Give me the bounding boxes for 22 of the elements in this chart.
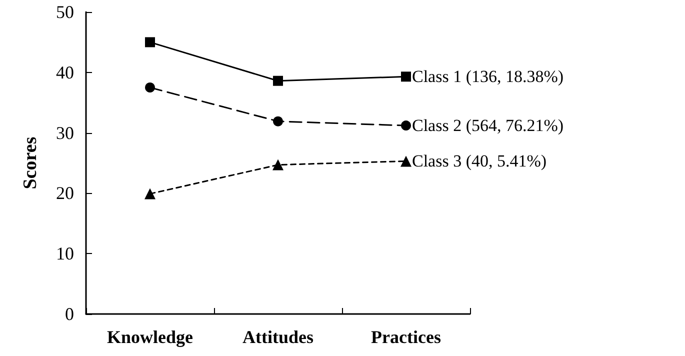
x-tick-label: Practices [371, 327, 441, 347]
series-label: Class 2 (564, 76.21%) [412, 116, 564, 136]
y-tick-label: 40 [56, 62, 74, 82]
y-axis-title: Scores [20, 136, 41, 190]
point [273, 116, 283, 126]
point [145, 82, 155, 92]
y-tick-label: 20 [56, 183, 74, 204]
point [401, 72, 411, 82]
point [400, 156, 412, 167]
point [272, 159, 284, 170]
y-tick-label: 0 [65, 304, 74, 324]
x-tick-label: Attitudes [242, 327, 314, 347]
point [401, 120, 411, 131]
y-tick-label: 50 [56, 2, 74, 22]
point [273, 76, 283, 86]
series-label: Class 3 (40, 5.41%) [412, 152, 547, 171]
series-label: Class 1 (136, 18.38%) [412, 67, 564, 86]
point [144, 188, 156, 200]
point [145, 37, 155, 48]
x-tick-label: Knowledge [106, 327, 194, 347]
y-tick-label: 30 [56, 122, 74, 143]
y-tick-label: 10 [56, 244, 74, 264]
